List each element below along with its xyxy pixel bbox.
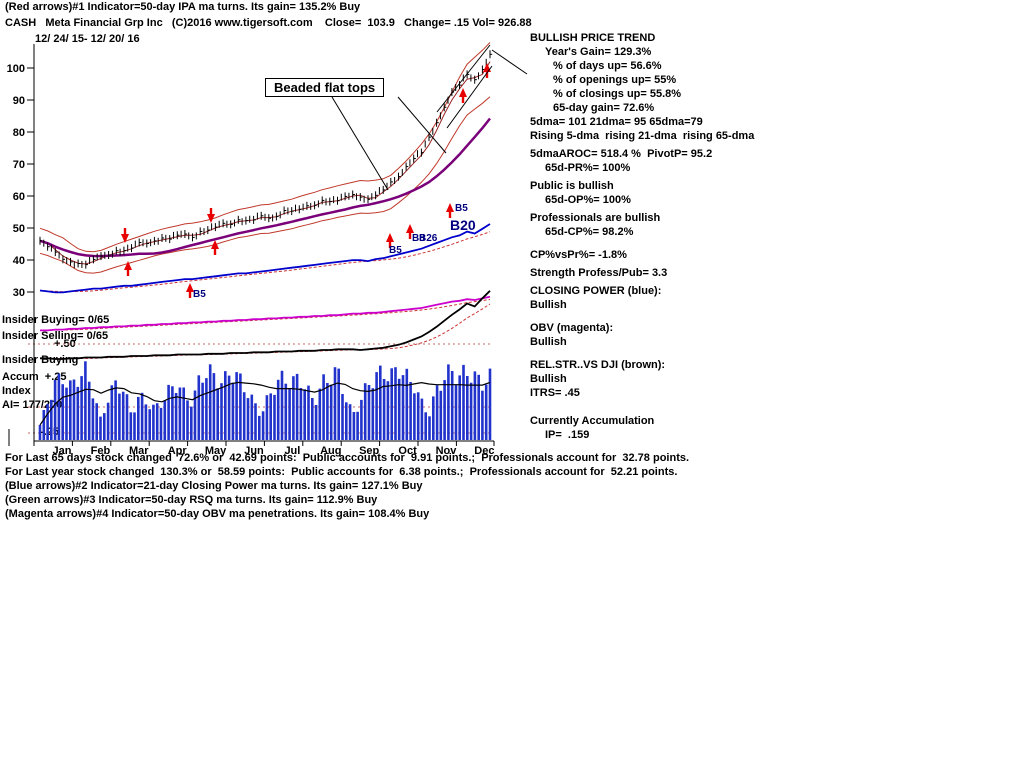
svg-text:B5: B5	[193, 289, 206, 300]
svg-text:40: 40	[13, 255, 25, 267]
indicator1-legend: (Red arrows)#1 Indicator=50-day IPA ma t…	[5, 1, 361, 13]
svg-text:80: 80	[13, 127, 25, 139]
closing-power-status: Bullish	[530, 299, 567, 311]
svg-text:100: 100	[7, 63, 25, 75]
annotation-box: Beaded flat tops	[265, 78, 385, 97]
indicator4-legend: (Magenta arrows)#4 Indicator=50-day OBV …	[5, 508, 430, 520]
plus50-scale-label: +.50	[54, 338, 76, 350]
accumulation-status: Currently Accumulation	[530, 415, 655, 427]
obv-status: Bullish	[530, 336, 567, 348]
right-panel: BULLISH PRICE TREND Year's Gain= 129.3% …	[530, 31, 1010, 442]
professionals-bullish-line: Professionals are bullish	[530, 212, 661, 224]
footer-65day-summary: For Last 65 days stock changed 72.6% or …	[5, 452, 690, 464]
svg-text:B5: B5	[455, 203, 468, 214]
cp-vs-pr-stat: CP%vsPr%= -1.8%	[530, 249, 627, 261]
date-range: 12/ 24/ 15- 12/ 20/ 16	[35, 33, 140, 45]
closings-up-stat: % of closings up= 55.8%	[553, 88, 682, 100]
ai-value-label: AI= 177/200	[2, 399, 63, 411]
dma-values-stat: 5dma= 101 21dma= 95 65dma=79	[530, 116, 703, 128]
strength-ratio-stat: Strength Profess/Pub= 3.3	[530, 267, 668, 279]
openings-up-stat: % of openings up= 55%	[553, 74, 677, 86]
svg-text:70: 70	[13, 159, 25, 171]
years-gain-stat: Year's Gain= 129.3%	[545, 46, 652, 58]
gain-65day-stat: 65-day gain= 72.6%	[553, 102, 655, 114]
svg-text:30: 30	[13, 287, 25, 299]
insider-buying2-label: Insider Buying	[2, 354, 79, 366]
itrs-stat: ITRS= .45	[530, 387, 580, 399]
aroc-pivot-stat: 5dmaAROC= 518.4 % PivotP= 95.2	[530, 148, 713, 160]
bullish-trend-heading: BULLISH PRICE TREND	[530, 32, 656, 44]
svg-text:B26: B26	[419, 233, 438, 244]
svg-text:60: 60	[13, 191, 25, 203]
ip-stat: IP= .159	[545, 429, 590, 441]
relstr-status: Bullish	[530, 373, 567, 385]
days-up-stat: % of days up= 56.6%	[553, 60, 662, 72]
svg-text:B8: B8	[412, 233, 425, 244]
indicator2-legend: (Blue arrows)#2 Indicator=21-day Closing…	[5, 480, 423, 492]
svg-text:50: 50	[13, 223, 25, 235]
rising-dma-stat: Rising 5-dma rising 21-dma rising 65-dma	[530, 130, 755, 142]
public-bullish-line: Public is bullish	[530, 180, 614, 192]
obv-heading: OBV (magenta):	[530, 322, 614, 334]
minus25-scale-label: -.25	[40, 426, 59, 438]
accum-scale-label: Accum +.25	[2, 371, 67, 383]
svg-text:90: 90	[13, 95, 25, 107]
indicator3-legend: (Green arrows)#3 Indicator=50-day RSQ ma…	[5, 494, 378, 506]
op-65d-stat: 65d-OP%= 100%	[545, 194, 631, 206]
pr-65d-stat: 65d-PR%= 100%	[545, 162, 631, 174]
index-label: Index	[2, 385, 31, 397]
cp-65d-stat: 65d-CP%= 98.2%	[545, 226, 634, 238]
relstr-heading: REL.STR..VS DJI (brown):	[530, 359, 666, 371]
annotation-label: Beaded flat tops	[274, 80, 376, 95]
svg-text:B5: B5	[389, 245, 402, 256]
title-line: CASH Meta Financial Grp Inc (C)2016 www.…	[5, 17, 532, 29]
footer-year-summary: For Last year stock changed 130.3% or 58…	[5, 466, 678, 478]
svg-text:B20: B20	[450, 217, 476, 233]
closing-power-heading: CLOSING POWER (blue):	[530, 285, 662, 297]
insider-buying-label: Insider Buying= 0/65	[2, 314, 110, 326]
